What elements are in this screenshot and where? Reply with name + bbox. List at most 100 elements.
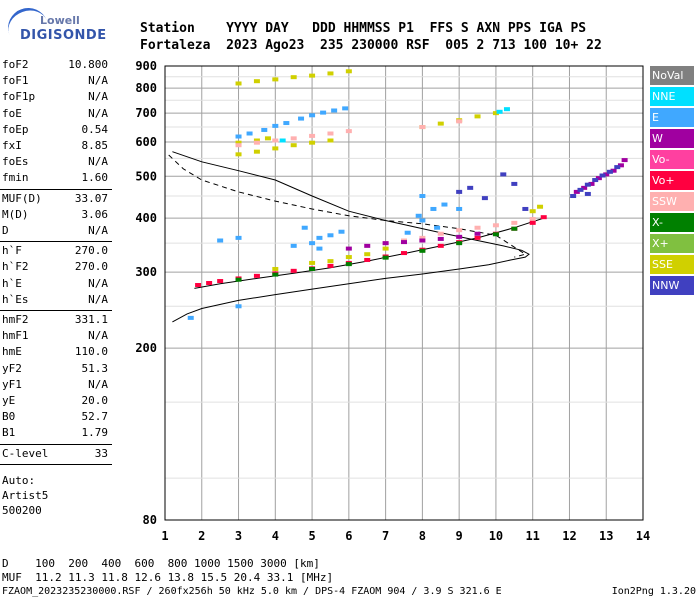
data-point: [327, 233, 334, 238]
data-point: [419, 238, 426, 243]
data-point: [474, 225, 481, 230]
param-value: N/A: [88, 276, 108, 290]
param-row: C-level 33: [2, 447, 108, 463]
param-value: 33.07: [74, 191, 108, 205]
data-point: [253, 149, 260, 154]
data-point: [437, 243, 444, 248]
param-name: h`F: [2, 244, 22, 258]
data-point: [235, 277, 242, 282]
data-point: [492, 223, 499, 228]
data-point: [309, 73, 316, 78]
data-point: [492, 232, 499, 237]
param-value: N/A: [88, 74, 108, 88]
plot-frame: [164, 65, 644, 521]
param-row: foF1 N/A: [2, 74, 108, 90]
param-name: yE: [2, 394, 16, 407]
param-value: N/A: [88, 155, 108, 169]
y-tick-label: 80: [143, 513, 157, 527]
data-point: [456, 119, 463, 124]
data-point: [206, 281, 213, 286]
x-tick-label: 3: [235, 529, 242, 543]
x-tick-label: 4: [272, 529, 279, 543]
param-name: foEp: [2, 122, 29, 136]
data-point: [327, 138, 334, 143]
trace-line-profile: [172, 151, 530, 323]
param-name: h`F2: [2, 260, 29, 274]
data-point: [419, 125, 426, 130]
data-point: [272, 266, 279, 271]
param-value: N/A: [88, 377, 108, 391]
data-point: [320, 110, 327, 115]
data-point: [316, 235, 323, 240]
param-name: hmF1: [2, 329, 29, 343]
param-value: 1.79: [81, 426, 109, 440]
data-point: [456, 189, 463, 194]
data-point: [584, 182, 591, 187]
data-point: [338, 229, 345, 234]
data-point: [279, 138, 286, 143]
data-point: [382, 255, 389, 260]
y-tick-label: 700: [135, 106, 157, 120]
param-value: 20.0: [81, 394, 109, 407]
auto-line2: Artist5: [2, 488, 49, 502]
legend-entry: X+: [650, 234, 694, 253]
distance-muf-table: D 100 200 400 600 800 1000 1500 3000 [km…: [2, 557, 333, 585]
param-separator: [0, 463, 112, 465]
data-point: [327, 131, 334, 136]
auto-line1: Auto:: [2, 473, 36, 487]
data-point: [588, 181, 595, 186]
data-point: [467, 185, 474, 190]
param-value: 270.0: [74, 244, 108, 258]
data-point: [217, 238, 224, 243]
data-point: [592, 178, 599, 183]
x-tick-label: 7: [382, 529, 389, 543]
param-row: hmF1 N/A: [2, 329, 108, 345]
legend-entry: E: [650, 108, 694, 127]
param-row: h`F 270.0: [2, 244, 108, 260]
data-point: [441, 202, 448, 207]
header-line1: Station YYYY DAY DDD HHMMSS P1 FFS S AXN…: [140, 21, 587, 36]
data-point: [419, 218, 426, 223]
data-point: [309, 133, 316, 138]
data-point: [419, 194, 426, 199]
data-point: [434, 225, 441, 230]
version-label: Ion2Png 1.3.20: [611, 586, 696, 597]
data-point: [511, 226, 518, 231]
data-point: [272, 146, 279, 151]
data-point: [316, 246, 323, 251]
data-point: [474, 235, 481, 240]
param-value: 1.60: [81, 171, 109, 185]
y-tick-label: 400: [135, 211, 157, 225]
param-name: h`E: [2, 276, 22, 290]
param-name: B1: [2, 426, 16, 440]
data-point: [404, 230, 411, 235]
data-point: [577, 187, 584, 192]
data-point: [540, 215, 547, 220]
data-point: [253, 138, 260, 143]
param-row: B1 1.79: [2, 426, 108, 442]
param-value: 10.800: [68, 58, 108, 71]
data-point: [522, 206, 529, 211]
data-point: [481, 196, 488, 201]
data-point: [437, 121, 444, 126]
param-row: foF1p N/A: [2, 90, 108, 106]
distance-row: D 100 200 400 600 800 1000 1500 3000 [km…: [2, 557, 320, 570]
param-row: yE 20.0: [2, 394, 108, 410]
data-point: [272, 272, 279, 277]
param-row: yF2 51.3: [2, 362, 108, 378]
data-point: [474, 231, 481, 236]
x-tick-label: 12: [562, 529, 576, 543]
data-point: [437, 236, 444, 241]
param-value: N/A: [88, 292, 108, 306]
param-row: h`F2 270.0: [2, 260, 108, 276]
param-name: hmE: [2, 345, 22, 359]
data-point: [253, 140, 260, 145]
param-name: hmF2: [2, 313, 29, 326]
y-tick-label: 900: [135, 59, 157, 73]
data-point: [364, 257, 371, 262]
param-row: foE N/A: [2, 107, 108, 123]
legend-entry: NNW: [650, 276, 694, 295]
data-point: [272, 123, 279, 128]
logo-line1: Lowell: [40, 14, 80, 27]
